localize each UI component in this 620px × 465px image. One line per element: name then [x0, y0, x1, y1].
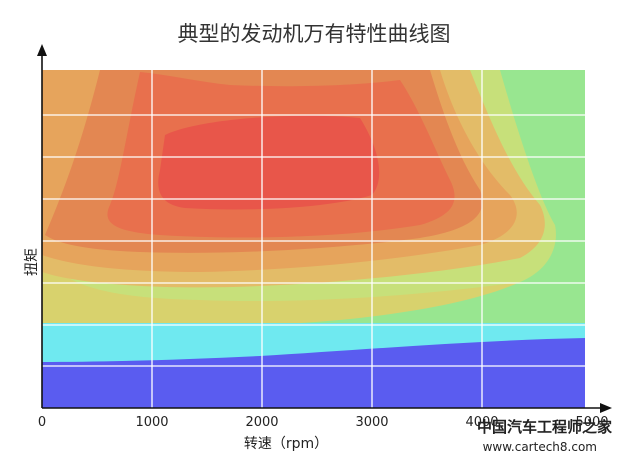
watermark-url: www.cartech8.com	[483, 440, 597, 454]
x-tick-label: 0	[38, 415, 46, 430]
y-axis-arrow	[37, 44, 47, 56]
color-band-red	[158, 116, 379, 210]
x-axis-arrow	[600, 403, 612, 413]
chart-title: 典型的发动机万有特性曲线图	[178, 22, 451, 46]
x-tick-label: 1000	[135, 415, 168, 430]
watermark-name: 中国汽车工程师之家	[477, 418, 612, 436]
y-axis-label: 扭矩	[24, 248, 40, 276]
plot-area	[42, 70, 585, 408]
watermark: 中国汽车工程师之家 www.cartech8.com	[477, 418, 612, 454]
x-tick-label: 2000	[245, 415, 278, 430]
x-tick-label: 3000	[355, 415, 388, 430]
x-axis-label: 转速（rpm）	[244, 436, 328, 452]
